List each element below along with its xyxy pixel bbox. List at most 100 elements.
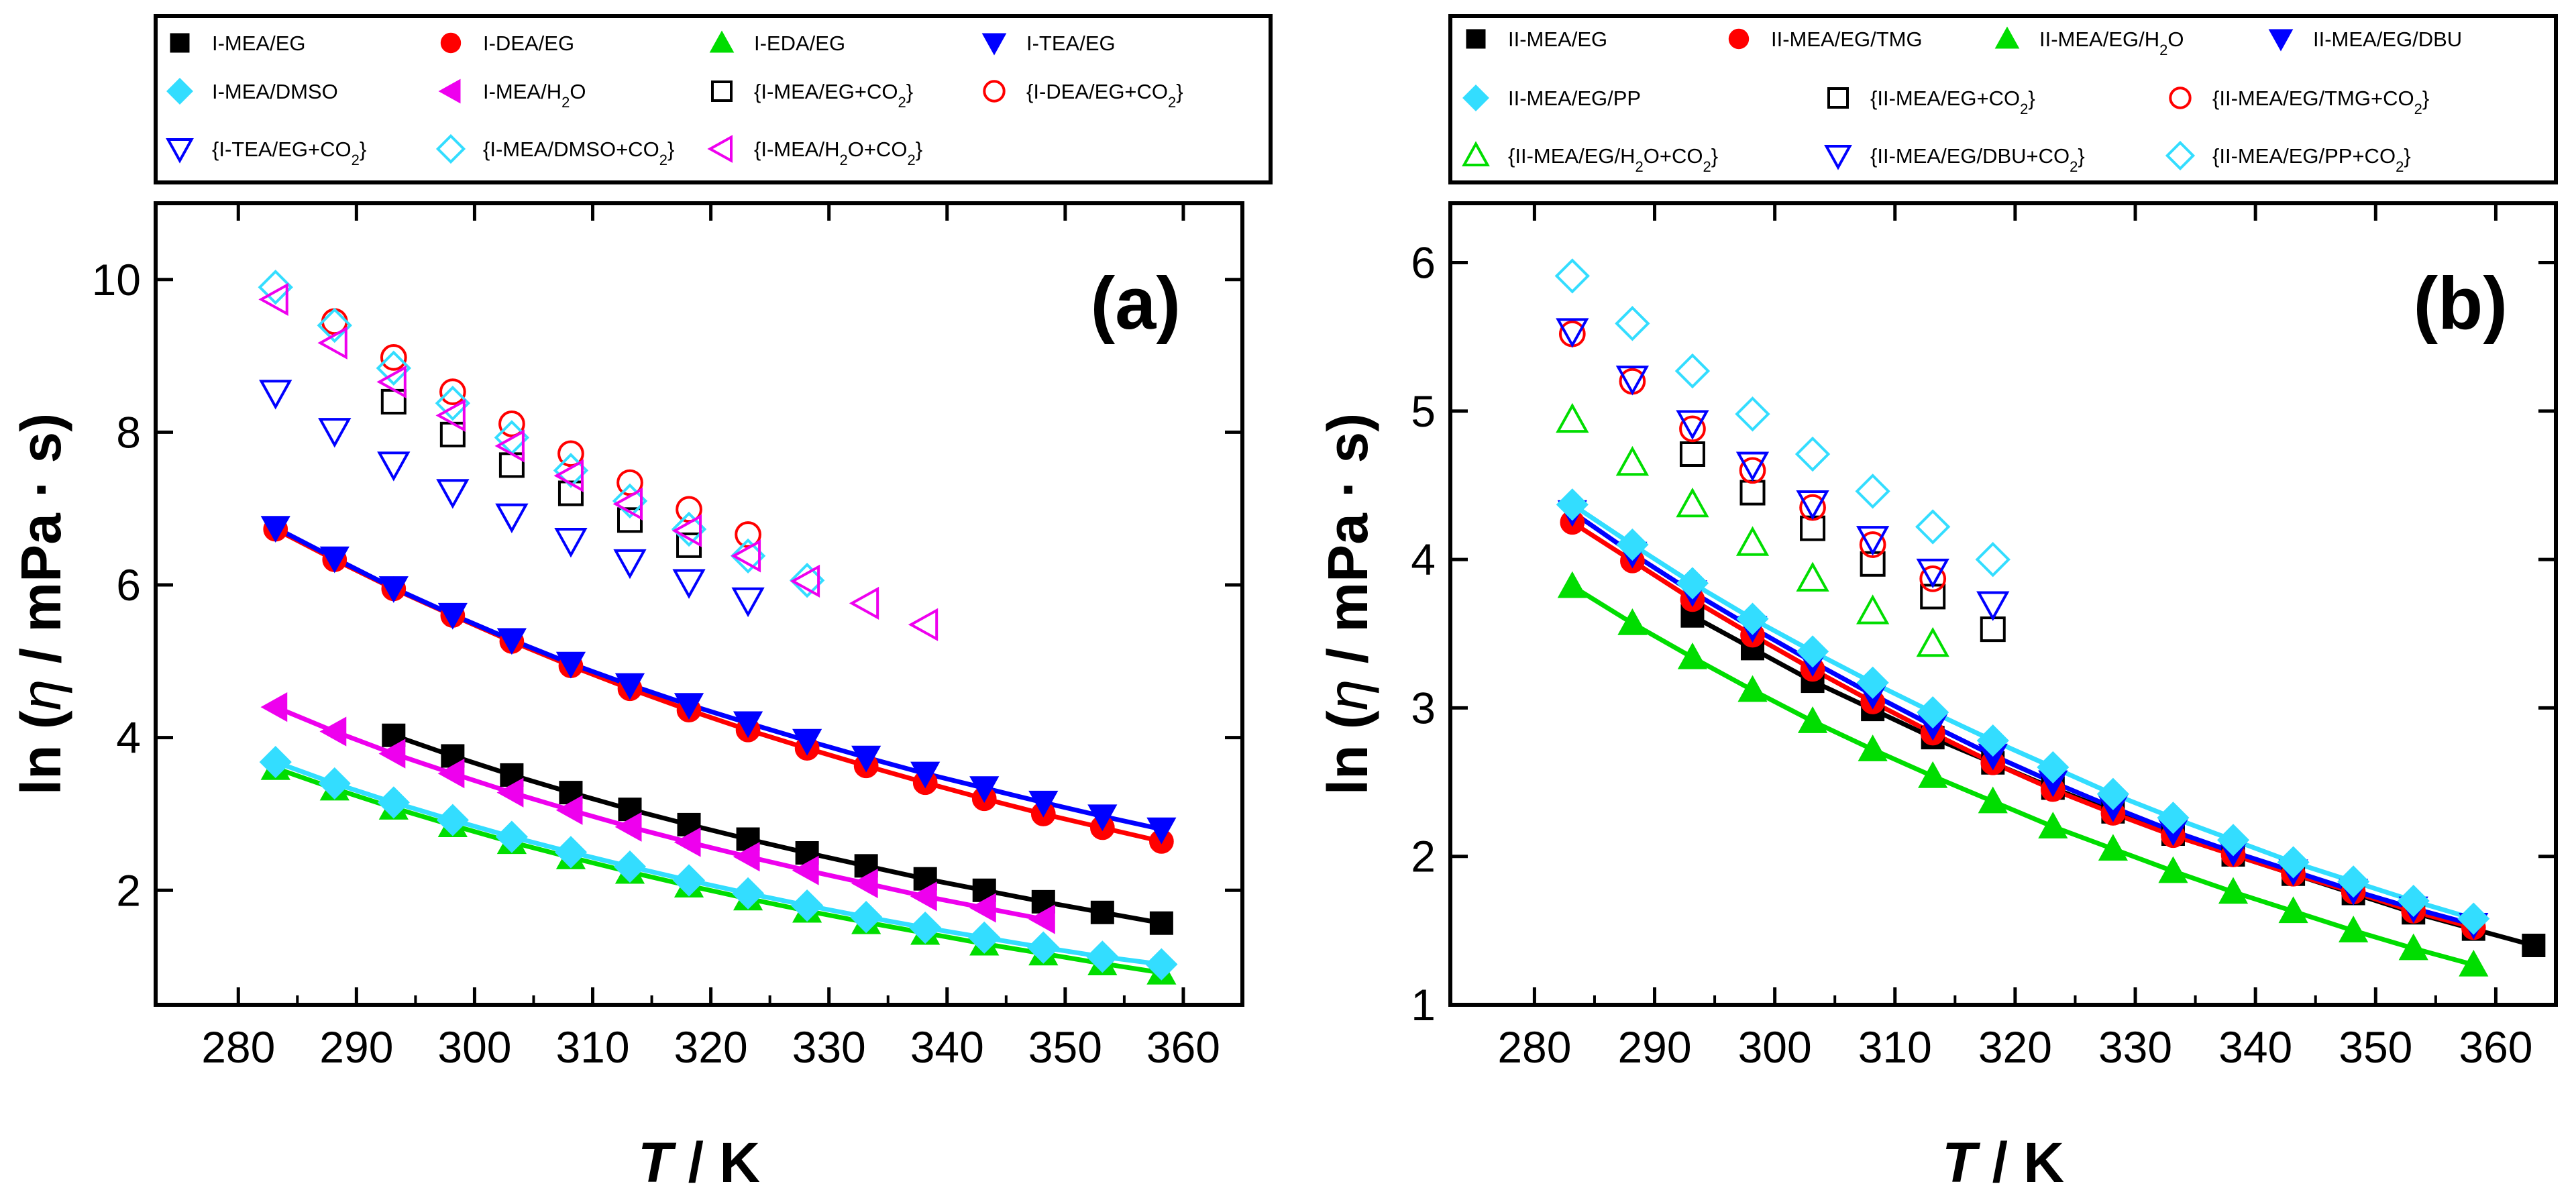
legend-marker (1994, 26, 2020, 49)
series-i-tea-eg (260, 516, 1177, 844)
data-point (318, 418, 352, 448)
y-tick-label: 4 (116, 713, 141, 763)
data-point (968, 921, 1001, 954)
legend-item-i-mea-eg-co: {I-MEA/EG+CO2} (711, 80, 913, 111)
data-point (1615, 445, 1650, 476)
x-tick-label: 310 (555, 1022, 629, 1072)
data-point (2459, 949, 2489, 977)
data-point (554, 836, 588, 869)
data-point (1858, 734, 1888, 761)
data-point (1735, 526, 1770, 556)
legend-marker (1728, 28, 1750, 50)
data-point (851, 868, 878, 899)
legend-marker (1827, 87, 1849, 109)
legend-marker (983, 80, 1006, 103)
legend-label: I-EDA/EG (754, 32, 845, 55)
data-point (2096, 777, 2129, 810)
x-tick-label: 280 (201, 1022, 275, 1072)
data-point (259, 746, 292, 779)
data-point (437, 602, 468, 630)
data-point (851, 745, 881, 773)
legend-marker (1466, 29, 1486, 49)
legend-marker (166, 78, 193, 105)
data-point (495, 503, 529, 533)
data-point (1980, 616, 2006, 643)
legend-marker (438, 78, 461, 104)
data-point (1978, 786, 2008, 814)
data-point (1087, 804, 1118, 832)
data-point (1615, 306, 1650, 341)
data-point (1976, 591, 2010, 621)
legend-marker (2169, 87, 2192, 109)
data-point (319, 546, 350, 573)
data-point (1916, 558, 1949, 589)
legend-marker (709, 30, 735, 53)
legend-item-i-mea-dmso-co: {I-MEA/DMSO+CO2} (435, 133, 674, 168)
data-point (1855, 474, 1890, 509)
data-point (498, 411, 525, 437)
legend-label: {II-MEA/EG/H2O+CO2} (1508, 144, 1718, 175)
legend-label: II-MEA/EG/DBU (2313, 28, 2462, 51)
legend-item-i-tea-eg: I-TEA/EG (981, 32, 1116, 56)
data-point (559, 781, 583, 805)
data-point (614, 812, 642, 842)
data-point (376, 365, 407, 398)
data-point (909, 911, 942, 944)
legend-label: {II-MEA/EG+CO2} (1870, 87, 2035, 117)
x-axis: 280 290 300 310 320 330 340 350 360 (1497, 203, 2532, 1072)
data-point (378, 739, 406, 769)
legend-label: I-TEA/EG (1026, 32, 1116, 55)
data-point (1739, 480, 1766, 506)
x-axis: 280 290 300 310 320 330 340 350 360 (201, 203, 1220, 1072)
legend-marker (707, 135, 733, 163)
fit-line-ii-mea-eg-dbu (1570, 510, 2475, 927)
fit-line-ii-mea-eg-pp (1570, 502, 2475, 921)
data-point (260, 516, 290, 543)
legend-item-i-tea-eg-co: {I-TEA/EG+CO2} (166, 138, 366, 168)
data-point (1679, 415, 1706, 443)
legend-item-i-eda-eg: I-EDA/EG (709, 30, 845, 55)
data-point (1735, 451, 1770, 482)
legend-marker (1462, 141, 1490, 166)
data-point (850, 901, 883, 934)
data-point (908, 608, 938, 641)
data-point (1917, 696, 1949, 729)
data-point (2457, 902, 2490, 935)
legend: I-MEA/EG I-DEA/EG I-EDA/EG I-TEA/EG I-MEA/DM… (154, 14, 1273, 184)
x-tick-label: 290 (319, 1022, 393, 1072)
data-point (1856, 594, 1890, 624)
data-point (1676, 567, 1709, 600)
data-point (494, 429, 525, 463)
legend-marker (1824, 145, 1852, 170)
y-tick-label: 2 (1411, 832, 1436, 881)
legend-marker (440, 32, 462, 54)
legend-label: I-MEA/H2O (483, 80, 586, 111)
legend: II-MEA/EG II-MEA/EG/TMG II-MEA/EG/H2O II-ME… (1448, 14, 2558, 184)
data-point (1676, 410, 1709, 440)
data-point (378, 576, 409, 603)
data-point (1676, 487, 1709, 518)
legend-label: I-DEA/EG (483, 32, 574, 55)
x-tick-label: 360 (1146, 1022, 1220, 1072)
data-point (731, 587, 765, 618)
data-point (791, 889, 824, 922)
data-point (376, 350, 412, 386)
x-tick-label: 300 (437, 1022, 511, 1072)
legend-label: {I-MEA/EG+CO2} (754, 80, 913, 111)
x-tick-label: 280 (1497, 1022, 1571, 1072)
data-point (1796, 561, 1829, 592)
legend-item-ii-mea-eg: II-MEA/EG (1466, 28, 1607, 51)
legend-label: II-MEA/EG/PP (1508, 87, 1641, 110)
data-point (259, 380, 292, 410)
data-point (672, 514, 702, 547)
x-tick-label: 350 (2339, 1022, 2412, 1072)
y-tick-label: 1 (1411, 980, 1436, 1030)
legend-label: {II-MEA/EG/DBU+CO2} (1870, 144, 2085, 175)
data-point (1677, 642, 1708, 669)
data-point (1915, 509, 1951, 545)
legend-marker (2268, 29, 2294, 52)
data-point (435, 385, 471, 421)
series-i-mea-ho-co (258, 282, 938, 641)
data-point (1976, 724, 2009, 757)
